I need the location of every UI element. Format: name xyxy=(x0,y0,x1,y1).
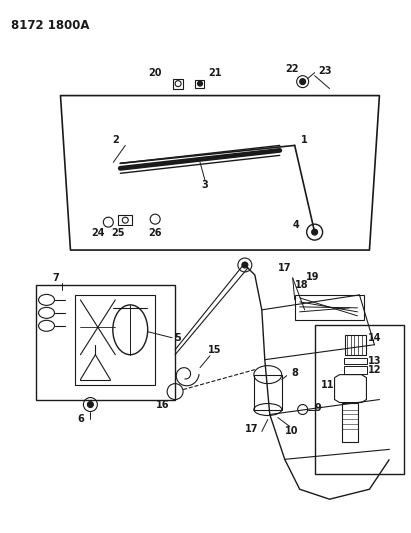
Text: 22: 22 xyxy=(285,63,298,74)
Text: 19: 19 xyxy=(306,272,319,282)
Text: 8: 8 xyxy=(291,368,298,378)
Text: 17: 17 xyxy=(245,424,259,434)
Bar xyxy=(76,295,155,385)
Circle shape xyxy=(312,229,318,235)
Text: 7: 7 xyxy=(52,273,59,283)
Bar xyxy=(344,335,367,354)
Circle shape xyxy=(300,79,306,85)
Text: 20: 20 xyxy=(148,68,162,78)
Bar xyxy=(295,295,365,320)
Text: 17: 17 xyxy=(278,263,291,273)
Text: 6: 6 xyxy=(77,415,84,424)
Bar xyxy=(342,402,358,442)
Text: 14: 14 xyxy=(368,333,381,343)
Text: 10: 10 xyxy=(285,426,298,437)
Text: 15: 15 xyxy=(208,345,222,355)
Bar xyxy=(118,215,132,225)
Text: 12: 12 xyxy=(368,365,381,375)
Bar xyxy=(173,79,183,88)
Bar xyxy=(36,285,175,400)
Bar xyxy=(254,375,282,409)
Bar xyxy=(315,325,404,474)
Text: 16: 16 xyxy=(157,400,170,409)
Text: 23: 23 xyxy=(318,66,331,76)
Text: 3: 3 xyxy=(202,180,208,190)
Bar xyxy=(344,366,367,374)
Text: 9: 9 xyxy=(314,402,321,413)
Text: 2: 2 xyxy=(112,135,119,146)
Text: 18: 18 xyxy=(295,280,309,290)
Bar xyxy=(344,358,367,364)
Text: 1: 1 xyxy=(301,135,308,146)
Bar xyxy=(195,79,204,87)
Text: 8172 1800A: 8172 1800A xyxy=(11,19,89,32)
Text: 25: 25 xyxy=(111,228,125,238)
Text: 11: 11 xyxy=(321,379,334,390)
Circle shape xyxy=(88,401,93,408)
Circle shape xyxy=(198,81,203,86)
Circle shape xyxy=(242,262,248,268)
Text: 26: 26 xyxy=(148,228,162,238)
Text: 5: 5 xyxy=(175,333,182,343)
Text: 21: 21 xyxy=(208,68,222,78)
Text: 4: 4 xyxy=(292,220,299,230)
Text: 13: 13 xyxy=(368,356,381,366)
Text: 24: 24 xyxy=(92,228,105,238)
